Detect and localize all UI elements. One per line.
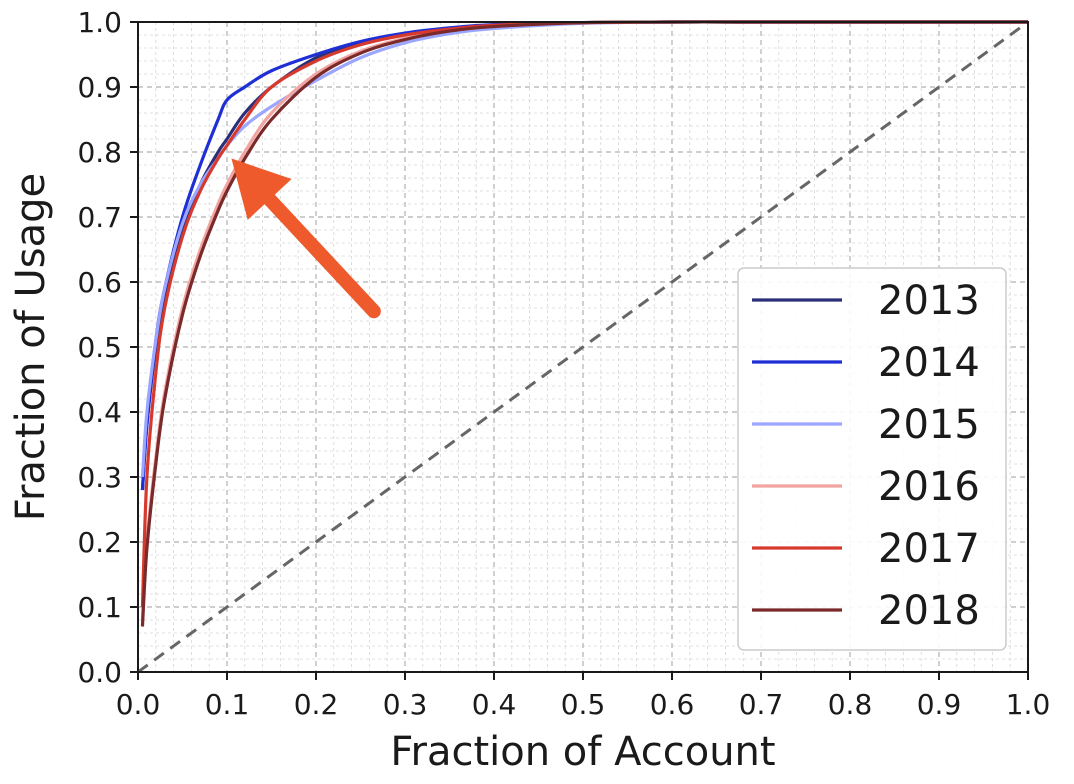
x-tick-label: 0.6: [650, 688, 695, 721]
legend-label-2018: 2018: [878, 588, 980, 634]
legend-label-2014: 2014: [878, 340, 980, 386]
reference-line: [137, 20, 1029, 674]
arrow-shaft: [259, 189, 381, 319]
y-tick-label: 0.6: [77, 266, 122, 299]
y-tick-label: 0.3: [77, 461, 122, 494]
x-tick-label: 1.0: [1006, 688, 1051, 721]
y-tick-label: 0.7: [77, 201, 122, 234]
x-tick-label: 0.0: [116, 688, 161, 721]
plot-frame: [130, 21, 1029, 680]
x-tick-label: 0.7: [739, 688, 784, 721]
y-tick-label: 0.5: [77, 331, 122, 364]
x-tick-label: 0.1: [205, 688, 250, 721]
y-tick-label: 0.0: [77, 656, 122, 689]
y-tick-label: 0.4: [77, 396, 122, 429]
reference-diagonal: [137, 20, 1029, 674]
legend-label-2015: 2015: [878, 402, 980, 448]
annotation-arrow: [231, 158, 381, 319]
arrow-head: [231, 158, 292, 220]
x-tick-label: 0.5: [561, 688, 606, 721]
legend-label-2016: 2016: [878, 464, 980, 510]
y-tick-label: 0.8: [77, 136, 122, 169]
y-tick-label: 0.1: [77, 591, 122, 624]
legend: 2013 2014 2015 2016 2017 2018: [737, 267, 1007, 651]
x-tick-label: 0.3: [383, 688, 428, 721]
legend-label-2013: 2013: [878, 278, 980, 324]
legend-label-2017: 2017: [878, 526, 980, 572]
x-tick-label: 0.8: [828, 688, 873, 721]
x-tick-label: 0.2: [294, 688, 339, 721]
x-axis-title: Fraction of Account: [390, 729, 775, 775]
y-tick-label: 0.2: [77, 526, 122, 559]
x-tick-label: 0.9: [917, 688, 962, 721]
x-tick-label: 0.4: [472, 688, 517, 721]
tick-labels: 0.0 0.1 0.2 0.3 0.4 0.5 0.6 0.7 0.8 0.9 1.0 0.0 0.1 0…: [77, 6, 1050, 721]
y-tick-label: 0.9: [77, 71, 122, 104]
y-tick-label: 1.0: [77, 6, 122, 39]
y-axis-title: Fraction of Usage: [8, 173, 54, 521]
